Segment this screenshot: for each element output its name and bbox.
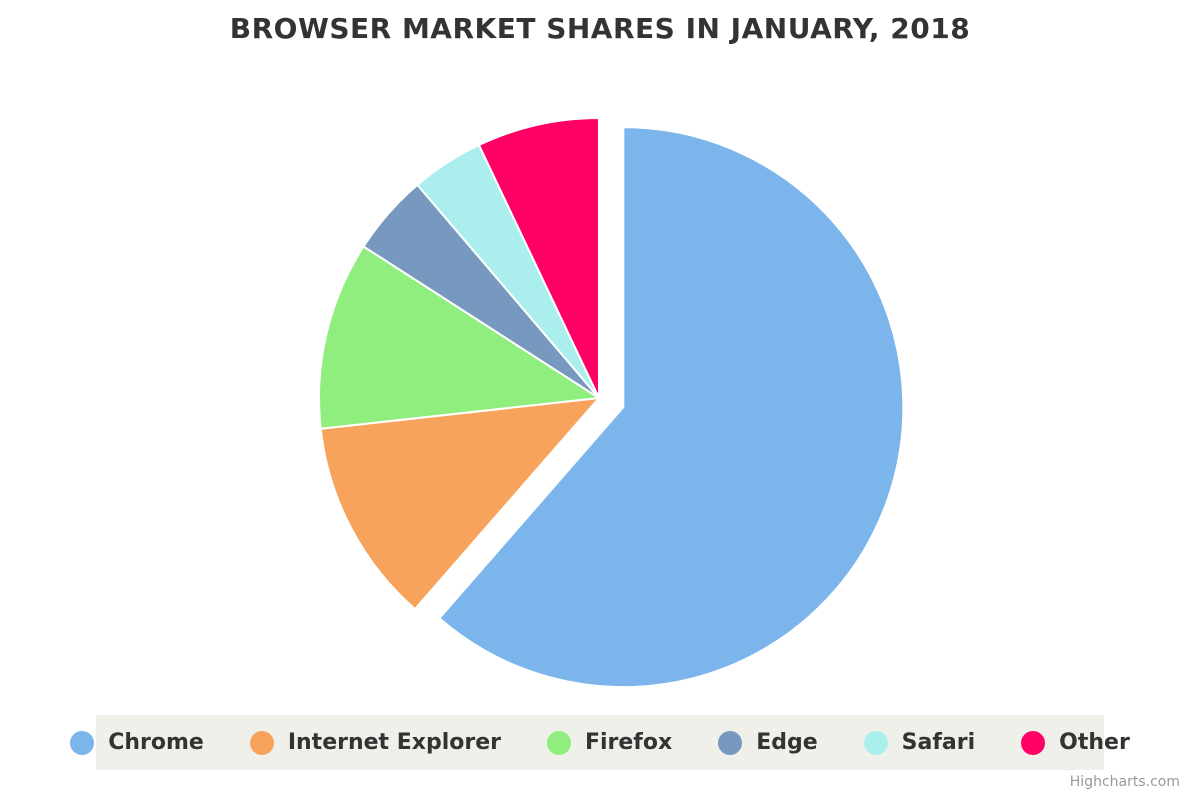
legend-item-safari[interactable]: Safari: [863, 730, 976, 755]
legend-symbol: [546, 730, 571, 755]
legend-label: Other: [1059, 730, 1130, 755]
legend-label: Internet Explorer: [287, 730, 501, 755]
credits-link[interactable]: Highcharts.com: [1069, 774, 1180, 790]
legend-item-firefox[interactable]: Firefox: [546, 730, 673, 755]
pie-slice-other[interactable]: [477, 117, 600, 399]
legend-symbol: [249, 730, 274, 755]
pie-slice-chrome[interactable]: [438, 126, 905, 689]
chart-title: BROWSER MARKET SHARES IN JANUARY, 2018: [229, 12, 971, 45]
legend-item-chrome[interactable]: Chrome: [70, 730, 204, 755]
legend-item-other[interactable]: Other: [1021, 730, 1130, 755]
legend-label: Safari: [901, 730, 976, 755]
legend-symbol: [718, 730, 743, 755]
legend-symbol: [1021, 730, 1046, 755]
legend-label: Firefox: [584, 730, 673, 755]
legend-symbol: [863, 730, 888, 755]
legend: Chrome Internet Explorer Firefox Edge Safari…: [70, 715, 1130, 770]
legend-item-internet-explorer[interactable]: Internet Explorer: [249, 730, 501, 755]
legend-label: Chrome: [108, 730, 204, 755]
legend-symbol: [70, 730, 95, 755]
pie-slice-internet-explorer[interactable]: [319, 397, 600, 611]
pie-slice-firefox[interactable]: [318, 245, 600, 430]
legend-item-edge[interactable]: Edge: [718, 730, 818, 755]
legend-label: Edge: [756, 730, 818, 755]
